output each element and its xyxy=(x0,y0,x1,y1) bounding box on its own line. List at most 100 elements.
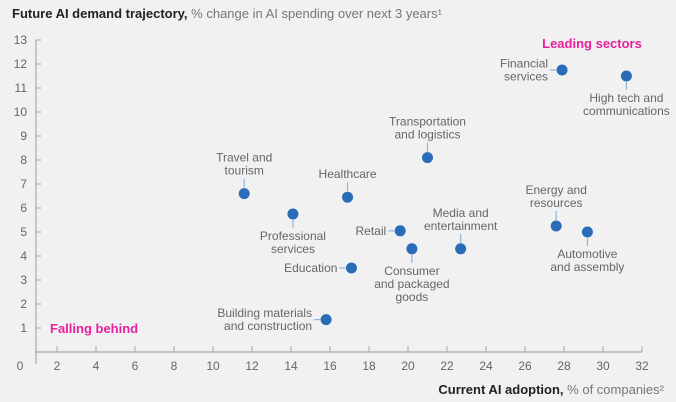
annotation-leading-sectors: Leading sectors xyxy=(542,36,642,51)
y-tick-label: 1 xyxy=(20,321,27,335)
point-label: Transportation and logistics xyxy=(389,115,466,142)
data-point xyxy=(287,208,299,220)
annotation-falling-behind: Falling behind xyxy=(50,321,138,336)
data-point xyxy=(238,188,250,200)
point-retail: Retail xyxy=(356,224,406,238)
point-label: Retail xyxy=(356,224,387,238)
y-tick-label: 3 xyxy=(20,273,27,287)
axes: 0 2 4 6 8 10 12 14 16 18 20 22 24 26 28 30 3212345678910… xyxy=(14,33,649,373)
point-label-line: Media and xyxy=(433,206,489,220)
y-tick-label: 10 xyxy=(14,105,28,119)
x-tick-label: 32 xyxy=(635,359,649,373)
y-tick-label: 12 xyxy=(14,57,28,71)
data-point xyxy=(342,191,354,203)
chart-title: Future AI demand trajectory, % change in… xyxy=(12,6,443,21)
x-axis-label: Current AI adoption, % of companies² xyxy=(438,382,664,397)
point-travel-and-tourism: Travel and tourism xyxy=(216,151,272,200)
point-label: Education xyxy=(284,261,337,275)
y-tick-label: 11 xyxy=(15,81,28,95)
point-label-line: Automotive xyxy=(557,247,617,261)
point-label-line: Energy and xyxy=(526,183,587,197)
x-tick-label: 12 xyxy=(245,359,259,373)
y-tick-label: 9 xyxy=(20,129,27,143)
point-label-line: resources xyxy=(530,196,583,210)
point-label-line: and assembly xyxy=(550,260,624,274)
x-tick-label: 6 xyxy=(132,359,139,373)
point-label: Energy and resources xyxy=(526,183,587,210)
x-tick-label: 28 xyxy=(557,359,571,373)
y-tick-label: 6 xyxy=(20,201,27,215)
data-point xyxy=(345,262,357,274)
point-label-line: Retail xyxy=(356,224,387,238)
point-label-line: Travel and xyxy=(216,151,272,165)
point-healthcare: Healthcare xyxy=(319,167,377,203)
point-label-line: tourism xyxy=(225,164,264,178)
point-label-line: services xyxy=(271,242,315,256)
point-label: Automotive and assembly xyxy=(550,247,624,274)
y-tick-label: 2 xyxy=(20,297,27,311)
x-tick-label: 4 xyxy=(93,359,100,373)
point-label-line: entertainment xyxy=(424,219,498,233)
data-point xyxy=(320,314,332,326)
point-label-line: Education xyxy=(284,261,337,275)
point-education: Education xyxy=(284,261,357,275)
x-label-light: % of companies² xyxy=(567,382,664,397)
point-automotive-and-assembly: Automotive and assembly xyxy=(550,226,624,274)
point-label-line: and packaged xyxy=(374,277,449,291)
point-label-line: goods xyxy=(396,290,429,304)
x-tick-label: 18 xyxy=(362,359,376,373)
point-label-line: services xyxy=(504,70,548,84)
point-label: Media and entertainment xyxy=(424,206,498,233)
x-tick-label: 30 xyxy=(596,359,610,373)
point-label-line: and logistics xyxy=(394,128,460,142)
x-tick-label: 24 xyxy=(479,359,493,373)
y-tick-label: 4 xyxy=(20,249,27,263)
title-subtitle: % change in AI spending over next 3 year… xyxy=(191,6,442,21)
x-tick-label: 16 xyxy=(323,359,337,373)
point-media-and-entertainment: Media and entertainment xyxy=(424,206,498,255)
point-transportation-and-logistics: Transportation and logistics xyxy=(389,115,466,164)
data-point xyxy=(394,225,406,237)
point-financial-services: Financial services xyxy=(500,57,568,84)
point-label-line: communications xyxy=(583,104,670,118)
x-tick-label: 10 xyxy=(206,359,220,373)
y-tick-label: 13 xyxy=(14,33,28,47)
x-tick-label: 2 xyxy=(54,359,61,373)
point-label-line: Professional xyxy=(260,229,326,243)
point-label-line: Healthcare xyxy=(319,167,377,181)
point-label-line: Transportation xyxy=(389,115,466,129)
x-tick-label: 14 xyxy=(284,359,298,373)
title-bold: Future AI demand trajectory, xyxy=(12,6,188,21)
x-tick-label: 8 xyxy=(171,359,178,373)
point-high-tech-and-communications: High tech and communications xyxy=(583,70,670,118)
x-tick-label: 20 xyxy=(401,359,415,373)
annotations: Leading sectors Falling behind xyxy=(50,36,642,336)
y-tick-label: 7 xyxy=(20,177,27,191)
point-energy-and-resources: Energy and resources xyxy=(526,183,587,232)
point-professional-services: Professional services xyxy=(260,208,326,256)
point-label: High tech and communications xyxy=(583,91,670,118)
point-label: Professional services xyxy=(260,229,326,256)
point-consumer-and-packaged-goods: Consumer and packaged goods xyxy=(374,243,450,304)
point-label: Consumer and packaged goods xyxy=(374,264,449,304)
point-building-materials-and-construction: Building materials and construction xyxy=(217,306,332,333)
data-point xyxy=(620,70,632,82)
point-label-line: Consumer xyxy=(384,264,439,278)
point-label-line: and construction xyxy=(224,319,312,333)
data-point xyxy=(455,243,467,255)
x-tick-label: 26 xyxy=(518,359,532,373)
point-label: Financial services xyxy=(500,57,548,84)
point-label-line: Building materials xyxy=(217,306,312,320)
x-tick-label: 22 xyxy=(440,359,454,373)
point-label: Building materials and construction xyxy=(217,306,312,333)
data-point xyxy=(556,64,568,76)
point-label: Travel and tourism xyxy=(216,151,272,178)
y-tick-label: 8 xyxy=(20,153,27,167)
point-label: Healthcare xyxy=(319,167,377,181)
data-point xyxy=(422,152,433,164)
point-label-line: Financial xyxy=(500,57,548,71)
data-point xyxy=(550,220,562,232)
point-label-line: High tech and xyxy=(589,91,663,105)
